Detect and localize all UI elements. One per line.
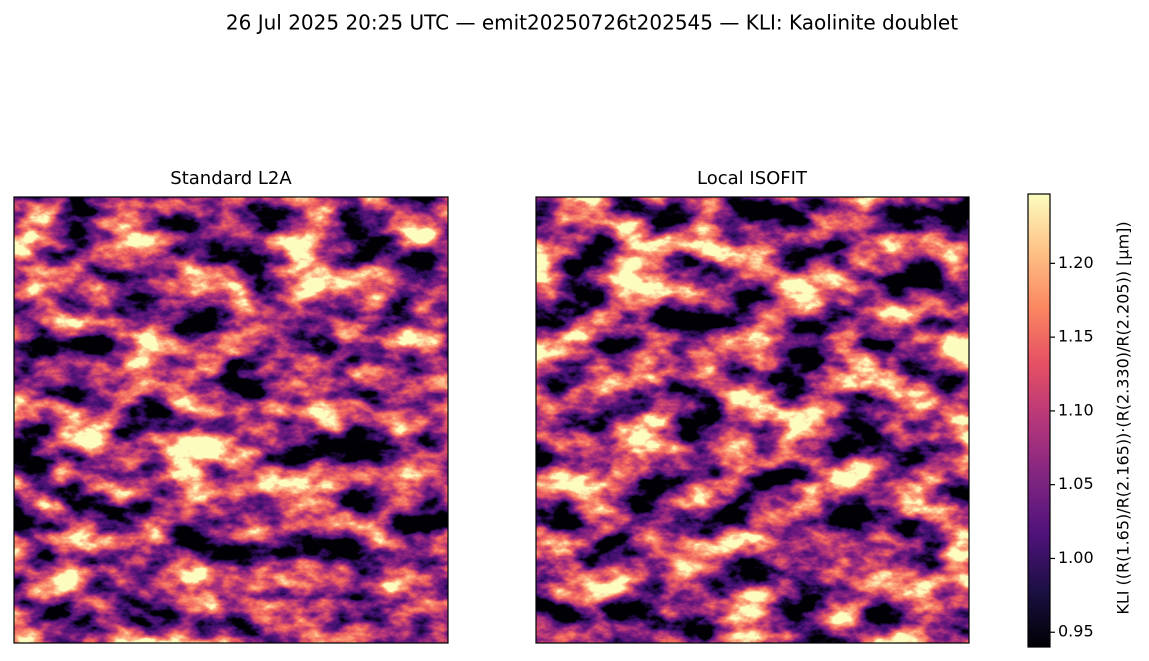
- colorbar-tick-label: 1.20: [1058, 253, 1094, 272]
- colorbar-tick-label: 1.15: [1058, 327, 1094, 346]
- colorbar-tick-label: 1.10: [1058, 400, 1094, 419]
- panel-frame: [13, 196, 449, 644]
- figure-title: 26 Jul 2025 20:25 UTC — emit20250726t202…: [226, 11, 958, 35]
- colorbar-tick-label: 0.95: [1058, 622, 1094, 641]
- panel-title: Standard L2A: [170, 168, 292, 189]
- colorbar-tick-label: 1.05: [1058, 474, 1094, 493]
- panel-frame: [535, 196, 970, 644]
- colorbar-label: KLI ((R(1.65)/R(2.165))·(R(2.330)/R(2.20…: [1114, 221, 1133, 614]
- panel-title: Local ISOFIT: [697, 168, 808, 189]
- colorbar: [1027, 193, 1051, 648]
- image-panel: [536, 197, 969, 643]
- image-panel: [14, 197, 448, 643]
- colorbar-tick-label: 1.00: [1058, 548, 1094, 567]
